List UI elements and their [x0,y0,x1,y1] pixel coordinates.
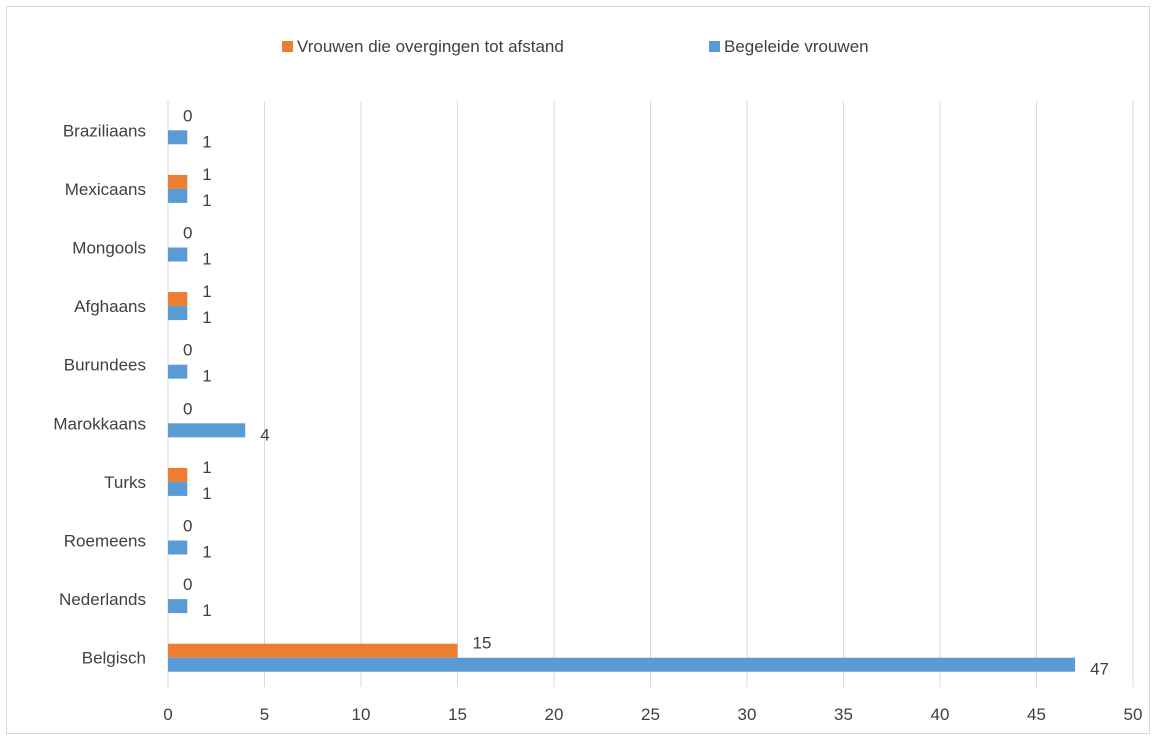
legend-swatch [282,41,293,52]
legend-swatch [709,41,720,52]
category-label: Afghaans [74,297,146,316]
data-label: 0 [183,399,192,418]
x-tick-label: 5 [260,705,269,724]
bar-begeleid [168,540,188,555]
category-label: Mexicaans [65,180,146,199]
category-label: Turks [104,473,146,492]
x-tick-label: 30 [738,705,757,724]
category-label: Marokkaans [53,414,146,433]
bar-begeleid [168,481,188,496]
x-tick-label: 15 [448,705,467,724]
x-tick-labels: 0 5 10 15 20 25 30 35 40 45 50 [163,705,1142,724]
legend-label: Begeleide vrouwen [724,37,869,56]
category-label: Belgisch [82,649,146,668]
bar-begeleid [168,130,188,145]
category-label: Burundees [64,356,146,375]
x-tick-label: 0 [163,705,172,724]
bar-begeleid [168,306,188,321]
x-tick-label: 45 [1027,705,1046,724]
chart-frame: 0 1 1 1 0 1 1 1 0 1 0 4 1 1 0 1 0 1 15 47 Braziliaans Mexica… [6,6,1150,734]
data-label: 1 [202,132,211,151]
data-label: 1 [202,165,211,184]
category-label: Roemeens [64,532,146,551]
category-label: Nederlands [59,590,146,609]
bar-begeleid [168,188,188,203]
data-label: 1 [202,601,211,620]
legend: Vrouwen die overgingen tot afstand Begele… [282,37,869,56]
bar-afstand [168,467,188,482]
bar-afstand [168,174,188,189]
x-tick-label: 20 [545,705,564,724]
bar-afstand [168,292,188,307]
data-label: 1 [202,250,211,269]
data-label: 1 [202,282,211,301]
data-label: 1 [202,308,211,327]
data-label: 0 [183,341,192,360]
data-label: 0 [183,106,192,125]
x-tick-label: 25 [641,705,660,724]
data-label: 47 [1090,660,1109,679]
data-label: 0 [183,517,192,536]
x-tick-label: 40 [931,705,950,724]
data-label: 1 [202,191,211,210]
data-label: 1 [202,458,211,477]
data-label: 1 [202,543,211,562]
category-label: Braziliaans [63,121,146,140]
data-label: 1 [202,367,211,386]
data-label: 15 [473,634,492,653]
x-tick-label: 10 [352,705,371,724]
legend-label: Vrouwen die overgingen tot afstand [297,37,564,56]
bar-begeleid [168,423,246,438]
data-label: 0 [183,575,192,594]
data-label: 4 [260,425,269,444]
category-labels: Braziliaans Mexicaans Mongools Afghaans Buru… [53,121,146,667]
x-tick-label: 35 [834,705,853,724]
x-tick-label: 50 [1124,705,1143,724]
data-label: 1 [202,484,211,503]
bar-begeleid [168,364,188,379]
bar-afstand [168,643,458,658]
data-label: 0 [183,224,192,243]
bars [168,130,1076,672]
gridlines [167,101,1134,687]
bar-begeleid [168,599,188,614]
category-label: Mongools [72,239,146,258]
bar-begeleid [168,657,1076,672]
bar-begeleid [168,247,188,262]
